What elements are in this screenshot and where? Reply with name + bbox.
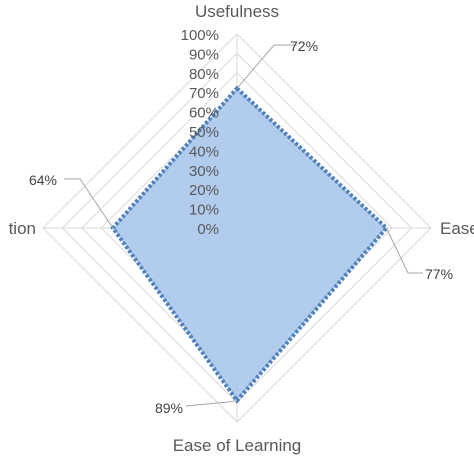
axis-labels: Usefulness Ease Ease of Learning tion bbox=[9, 2, 474, 455]
data-label: 89% bbox=[155, 400, 183, 416]
tick-label: 70% bbox=[189, 85, 219, 102]
tick-label: 10% bbox=[189, 202, 219, 219]
tick-label: 50% bbox=[189, 124, 219, 141]
tick-label: 60% bbox=[189, 105, 219, 122]
data-label-leader bbox=[64, 178, 114, 229]
tick-label: 100% bbox=[181, 27, 219, 44]
tick-label: 40% bbox=[189, 143, 219, 160]
tick-label: 80% bbox=[189, 66, 219, 83]
data-label-leaders bbox=[64, 44, 423, 407]
data-label-leader bbox=[236, 44, 297, 89]
data-labels: 72% 77% 89% 64% bbox=[29, 38, 453, 416]
axis-label: Usefulness bbox=[195, 2, 279, 21]
data-label-leader bbox=[185, 400, 238, 407]
data-label-leader bbox=[385, 227, 423, 274]
radar-tick-labels: 0% 10% 20% 30% 40% 50% 60% 70% 80% 90% 100% bbox=[181, 27, 219, 238]
axis-label: tion bbox=[9, 219, 36, 238]
radar-series bbox=[110, 85, 390, 404]
tick-label: 90% bbox=[189, 46, 219, 63]
series-area bbox=[110, 85, 390, 404]
tick-label: 0% bbox=[197, 221, 219, 238]
data-label: 64% bbox=[29, 172, 57, 188]
tick-label: 20% bbox=[189, 182, 219, 199]
data-label: 77% bbox=[425, 266, 453, 282]
data-label: 72% bbox=[290, 38, 318, 54]
axis-label: Ease of Learning bbox=[173, 436, 302, 455]
tick-label: 30% bbox=[189, 163, 219, 180]
axis-label: Ease bbox=[440, 219, 474, 238]
